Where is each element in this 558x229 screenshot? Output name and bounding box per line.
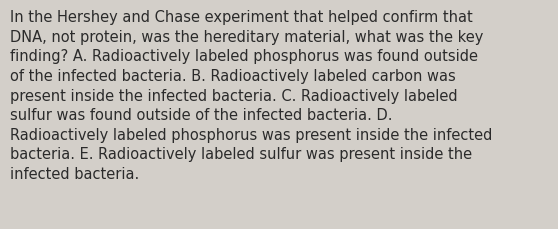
Text: In the Hershey and Chase experiment that helped confirm that
DNA, not protein, w: In the Hershey and Chase experiment that… — [10, 10, 492, 181]
